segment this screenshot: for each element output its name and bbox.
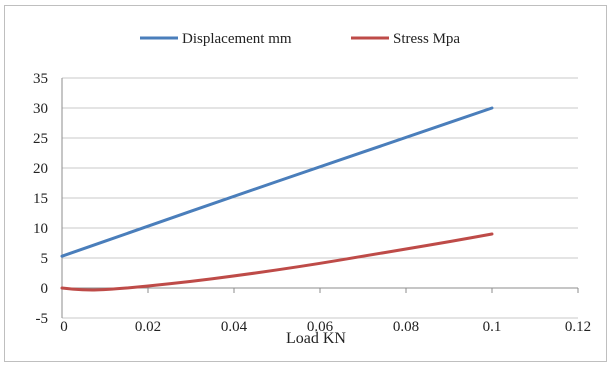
x-tick-label: 0.1 — [483, 319, 502, 335]
axes — [61, 78, 579, 318]
x-tick-label: 0.06 — [307, 319, 334, 335]
y-tick-label: 30 — [33, 101, 48, 117]
y-tick-label: -5 — [36, 311, 49, 327]
tick-labels: 35 30 25 20 15 10 5 0 -5 0 0.02 0.04 0.06 0.08 0.1 0.12 — [33, 71, 591, 335]
legend-label: Stress Mpa — [393, 31, 460, 47]
chart-frame — [4, 5, 607, 362]
y-tick-label: 25 — [33, 131, 48, 147]
series-line-stress — [60, 232, 494, 292]
x-tick-label: 0.08 — [393, 319, 419, 335]
y-tick-label: 20 — [33, 161, 48, 177]
series-line-displacement — [60, 106, 494, 258]
legend-label: Displacement mm — [182, 31, 292, 47]
x-tick-label: 0.04 — [221, 319, 248, 335]
x-tick-label: 0.02 — [135, 319, 161, 335]
y-tick-label: 0 — [41, 281, 49, 297]
y-tick-label: 5 — [41, 251, 49, 267]
x-tick-label: 0.12 — [565, 319, 591, 335]
series-lines — [60, 106, 494, 292]
y-tick-label: 10 — [33, 221, 48, 237]
x-tick-label: 0 — [60, 319, 68, 335]
x-axis-title: Load KN — [286, 330, 346, 347]
legend: Displacement mm Stress Mpa — [140, 31, 460, 47]
y-tick-label: 35 — [33, 71, 48, 87]
grid-lines — [62, 77, 578, 319]
y-tick-label: 15 — [33, 191, 48, 207]
